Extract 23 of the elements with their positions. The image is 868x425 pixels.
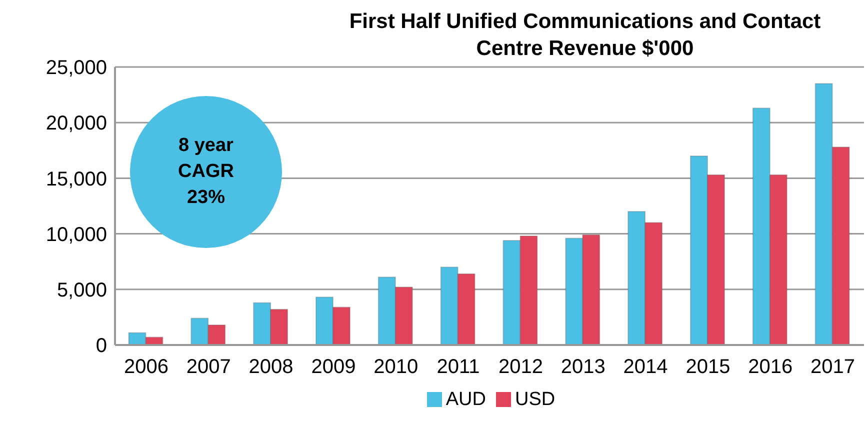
x-tick-label: 2017 (810, 356, 856, 378)
x-tick-label: 2009 (311, 356, 356, 378)
x-tick-label: 2014 (623, 356, 668, 378)
x-tick-label: 2011 (436, 356, 480, 378)
y-tick-label: 10,000 (46, 224, 107, 246)
circle-badge: 8 year CAGR 23% (130, 96, 282, 248)
legend-label: AUD (446, 389, 486, 410)
annotation: 8 year CAGR 23% (178, 134, 234, 210)
x-tick-label: 2016 (748, 356, 793, 378)
y-tick-label: 25,000 (46, 57, 107, 80)
chart-title: First Half Unified Communications and Contact Centre Revenue $'000 (348, 9, 822, 62)
y-tick-label: 5,000 (56, 280, 107, 302)
x-tick-label: 2006 (124, 356, 168, 378)
y-tick-label: 0 (96, 335, 107, 358)
x-tick-label: 2008 (248, 356, 294, 378)
x-tick-label: 2013 (560, 356, 606, 378)
x-tick-label: 2012 (498, 356, 543, 378)
x-tick-label: 2015 (686, 356, 730, 378)
x-tick-label: 2007 (186, 356, 231, 378)
y-tick-label: 20,000 (46, 112, 107, 135)
y-tick-label: 15,000 (46, 168, 107, 190)
x-tick-label: 2010 (374, 356, 418, 378)
legend-label: USD (515, 389, 556, 410)
